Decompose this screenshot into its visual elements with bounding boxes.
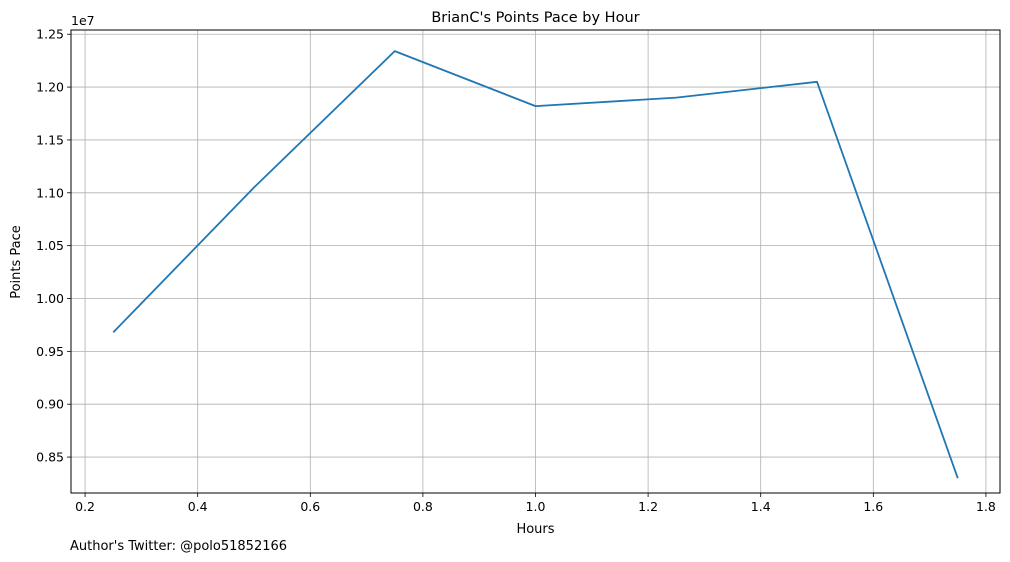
y-tick-label: 1.00: [36, 291, 64, 306]
y-tick-label: 1.15: [36, 132, 64, 147]
x-tick-label: 1.8: [976, 499, 996, 514]
y-tick-label: 1.25: [36, 27, 64, 42]
y-axis-title: Points Pace: [9, 225, 24, 299]
x-tick-label: 1.6: [863, 499, 883, 514]
x-tick-label: 0.8: [413, 499, 433, 514]
x-tick-label: 0.4: [188, 499, 208, 514]
x-tick-label: 0.6: [300, 499, 320, 514]
ticks: 0.2 0.4 0.6 0.8 1.0 1.2 1.4 1.6 1.8 0.85 0.90 0.95 1…: [36, 27, 996, 514]
y-tick-label: 1.20: [36, 80, 64, 95]
y-tick-label: 0.90: [36, 397, 64, 412]
y-offset-label: 1e7: [71, 13, 95, 28]
y-tick-label: 0.95: [36, 344, 64, 359]
x-tick-label: 0.2: [75, 499, 95, 514]
chart-title: BrianC's Points Pace by Hour: [431, 10, 639, 26]
grid: [71, 30, 1000, 493]
y-tick-label: 0.85: [36, 450, 64, 465]
x-tick-label: 1.0: [526, 499, 546, 514]
x-axis-title: Hours: [516, 522, 554, 537]
series-layer: [112, 50, 959, 479]
series-line: [112, 50, 959, 479]
author-twitter-footer: Author's Twitter: @polo51852166: [70, 539, 287, 554]
y-tick-label: 1.05: [36, 238, 64, 253]
x-tick-label: 1.2: [638, 499, 658, 514]
x-tick-label: 1.4: [751, 499, 771, 514]
y-tick-label: 1.10: [36, 185, 64, 200]
